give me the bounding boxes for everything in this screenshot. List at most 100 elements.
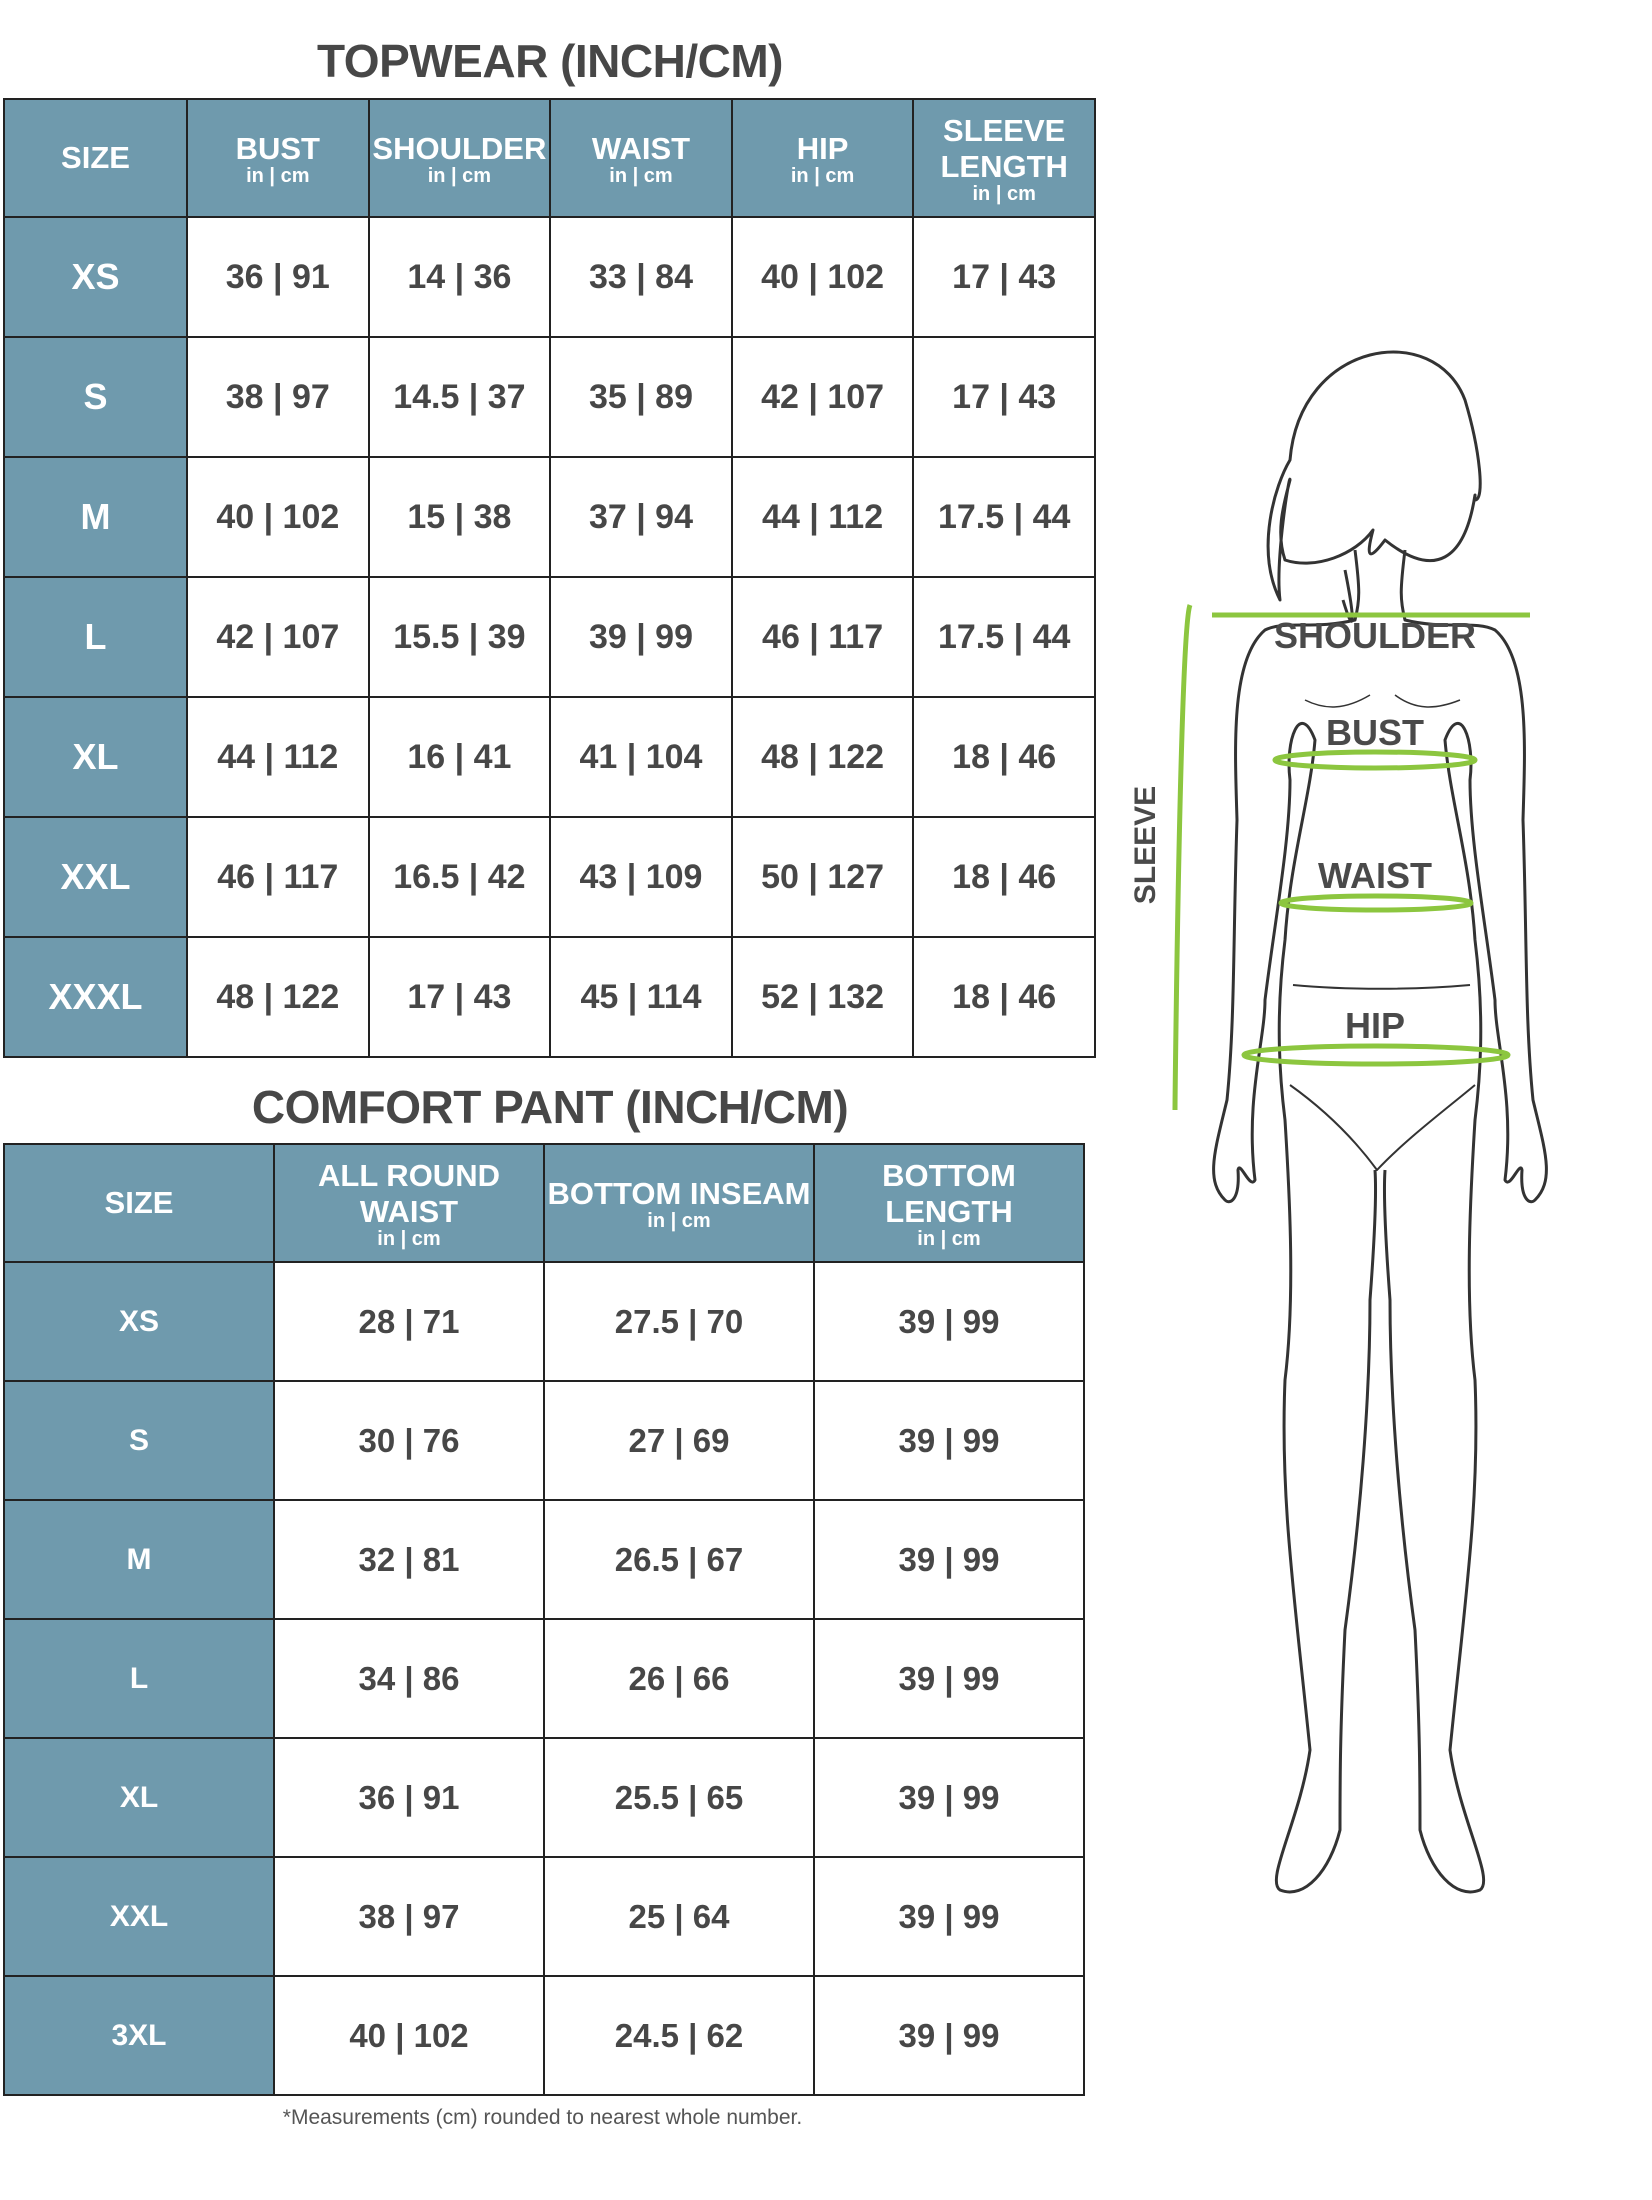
table-row: XL 36 | 91 25.5 | 65 39 | 99 [3, 1737, 1085, 1858]
measurement-cell: 50 | 127 [730, 816, 915, 938]
measurement-cell: 32 | 81 [273, 1499, 545, 1620]
column-header: ALL ROUND WAIST in | cm [273, 1143, 545, 1263]
size-cell: XL [3, 696, 188, 818]
column-header-unit: in | cm [246, 165, 310, 187]
size-cell: XXXL [3, 936, 188, 1058]
size-cell: S [3, 1380, 275, 1501]
measurement-cell: 41 | 104 [549, 696, 733, 818]
measurement-cell: 27 | 69 [543, 1380, 815, 1501]
measurement-cell: 14.5 | 37 [367, 336, 552, 458]
body-measurement-figure: SHOULDER BUST WAIST HIP SLEEVE [1129, 350, 1548, 1894]
measurement-cell: 30 | 76 [273, 1380, 545, 1501]
measurement-cell: 38 | 97 [273, 1856, 545, 1977]
column-header: SIZE [3, 1143, 275, 1263]
size-cell: L [3, 576, 188, 698]
measurement-cell: 39 | 99 [813, 1499, 1085, 1620]
size-cell: 3XL [3, 1975, 275, 2096]
measurement-cell: 39 | 99 [813, 1380, 1085, 1501]
measurement-cell: 35 | 89 [549, 336, 733, 458]
measurement-cell: 48 | 122 [730, 696, 915, 818]
measurement-cell: 39 | 99 [813, 1737, 1085, 1858]
hip-label: HIP [1345, 1005, 1405, 1046]
column-header-label: HIP [796, 131, 849, 166]
column-header-unit: in | cm [427, 165, 492, 187]
table-row: L 34 | 86 26 | 66 39 | 99 [3, 1618, 1085, 1739]
column-header-unit: in | cm [790, 165, 855, 187]
measurement-cell: 24.5 | 62 [543, 1975, 815, 2096]
measurement-cell: 17 | 43 [367, 936, 552, 1058]
measurement-cell: 52 | 132 [730, 936, 915, 1058]
measurement-cell: 17.5 | 44 [912, 456, 1096, 578]
sleeve-line [1172, 604, 1193, 1111]
hip-line [1241, 1043, 1511, 1067]
footnote: *Measurements (cm) rounded to nearest wh… [282, 2106, 803, 2129]
measurement-cell: 38 | 97 [186, 336, 370, 458]
column-header: SIZE [3, 98, 188, 218]
size-cell: XXL [3, 1856, 275, 1977]
size-cell: L [3, 1618, 275, 1739]
measurement-cell: 25.5 | 65 [543, 1737, 815, 1858]
column-header-label: BOTTOM INSEAM [547, 1176, 811, 1211]
measurement-cell: 40 | 102 [273, 1975, 545, 2096]
table-row: XXXL 48 | 122 17 | 43 45 | 114 52 | 132 18 | … [3, 936, 1096, 1058]
bust-line [1272, 749, 1478, 771]
measurement-cell: 15.5 | 39 [367, 576, 552, 698]
column-header-label: SLEEVE LENGTH [940, 113, 1068, 184]
table-row: S 38 | 97 14.5 | 37 35 | 89 42 | 107 17 | 43 [3, 336, 1096, 458]
table-row: XS 28 | 71 27.5 | 70 39 | 99 [3, 1261, 1085, 1382]
measurement-cell: 36 | 91 [273, 1737, 545, 1858]
measurement-cell: 39 | 99 [813, 1975, 1085, 2096]
measurement-cell: 16.5 | 42 [367, 816, 552, 938]
measurement-cell: 39 | 99 [549, 576, 733, 698]
measurement-cell: 44 | 112 [186, 696, 370, 818]
body-outline [1212, 350, 1548, 1894]
table-row: 3XL 40 | 102 24.5 | 62 39 | 99 [3, 1975, 1085, 2096]
column-header-unit: in | cm [917, 1228, 981, 1250]
column-header-unit: in | cm [609, 165, 673, 187]
column-header-unit: in | cm [972, 183, 1036, 205]
table-row: XL 44 | 112 16 | 41 41 | 104 48 | 122 18 | 46 [3, 696, 1096, 818]
size-cell: M [3, 1499, 275, 1620]
measurement-cell: 17 | 43 [912, 336, 1096, 458]
size-cell: XXL [3, 816, 188, 938]
measurement-cell: 15 | 38 [367, 456, 552, 578]
column-header: SHOULDER in | cm [367, 98, 552, 218]
size-cell: M [3, 456, 188, 578]
comfort-pant-size-table: SIZE ALL ROUND WAIST in | cm BOTTOM INSEAM i… [3, 1143, 1085, 2096]
measurement-cell: 45 | 114 [549, 936, 733, 1058]
column-header-label: SIZE [104, 1185, 174, 1220]
column-header: SLEEVE LENGTH in | cm [912, 98, 1096, 218]
measurement-cell: 43 | 109 [549, 816, 733, 938]
sleeve-label: SLEEVE [1129, 786, 1162, 904]
table-row: M 40 | 102 15 | 38 37 | 94 44 | 112 17.5 | 44 [3, 456, 1096, 578]
measurement-cell: 44 | 112 [730, 456, 915, 578]
measurement-cell: 48 | 122 [186, 936, 370, 1058]
column-header-label: BUST [235, 131, 320, 166]
measurement-cell: 42 | 107 [730, 336, 915, 458]
measurement-cell: 18 | 46 [912, 816, 1096, 938]
measurement-cell: 27.5 | 70 [543, 1261, 815, 1382]
table-row: XS 36 | 91 14 | 36 33 | 84 40 | 102 17 | 43 [3, 216, 1096, 338]
measurement-cell: 37 | 94 [549, 456, 733, 578]
column-header: BOTTOM LENGTH in | cm [813, 1143, 1085, 1263]
size-cell: XL [3, 1737, 275, 1858]
waist-line [1278, 893, 1474, 913]
measurement-cell: 33 | 84 [549, 216, 733, 338]
measurement-cell: 46 | 117 [186, 816, 370, 938]
table-row: M 32 | 81 26.5 | 67 39 | 99 [3, 1499, 1085, 1620]
measurement-lines [1172, 604, 1530, 1111]
column-header: HIP in | cm [730, 98, 915, 218]
measurement-cell: 26.5 | 67 [543, 1499, 815, 1620]
measurement-cell: 39 | 99 [813, 1856, 1085, 1977]
column-header-unit: in | cm [377, 1228, 441, 1250]
measurement-cell: 18 | 46 [912, 696, 1096, 818]
shoulder-label: SHOULDER [1274, 615, 1476, 656]
size-cell: S [3, 336, 188, 458]
measurement-cell: 39 | 99 [813, 1261, 1085, 1382]
table-row: S 30 | 76 27 | 69 39 | 99 [3, 1380, 1085, 1501]
measurement-cell: 25 | 64 [543, 1856, 815, 1977]
column-header-label: BOTTOM LENGTH [882, 1158, 1016, 1229]
measurement-cell: 17 | 43 [912, 216, 1096, 338]
measurement-cell: 34 | 86 [273, 1618, 545, 1739]
column-header-label: SIZE [61, 140, 130, 175]
